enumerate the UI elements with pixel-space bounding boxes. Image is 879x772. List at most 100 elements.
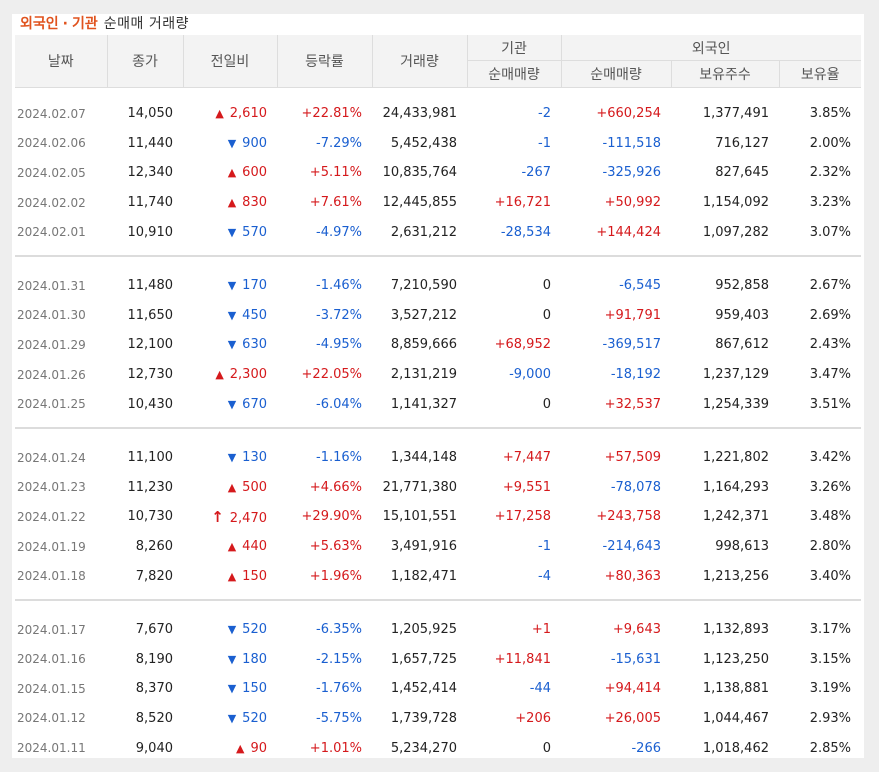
cell-rate: -1.16% xyxy=(316,450,362,466)
cell-change: ▼ 150 xyxy=(183,674,277,704)
arrow-up-icon: ▲ xyxy=(235,741,245,755)
cell-change: ▼ 670 xyxy=(183,389,277,419)
cell-holdings: 1,097,282 xyxy=(702,224,769,240)
change-value: 170 xyxy=(242,278,267,294)
header-rate: 등락률 xyxy=(277,35,373,88)
cell-volume: 7,210,590 xyxy=(390,278,457,294)
change-value: 520 xyxy=(242,622,267,638)
header-institution-net: 순매매량 xyxy=(467,60,562,88)
change-value: 570 xyxy=(242,224,267,240)
table-row: 2024.01.17 7,670 ▼ 520 -6.35% 1,205,925 +1 +9,6… xyxy=(15,615,861,645)
cell-ratio: 3.07% xyxy=(809,224,851,240)
cell-ratio: 2.00% xyxy=(809,135,851,151)
cell-volume: 8,859,666 xyxy=(390,337,457,353)
change-value: 900 xyxy=(242,135,267,151)
change-value: 130 xyxy=(242,450,267,466)
cell-rate: +5.11% xyxy=(309,165,362,181)
table-row: 2024.01.16 8,190 ▼ 180 -2.15% 1,657,725 +11,84… xyxy=(15,645,861,675)
cell-foreign-net: -214,643 xyxy=(602,539,661,555)
cell-date: 2024.01.19 xyxy=(17,539,86,554)
cell-holdings: 827,645 xyxy=(715,165,769,181)
cell-foreign-net: -78,078 xyxy=(610,479,661,495)
cell-institution-net: -4 xyxy=(538,568,551,584)
cell-institution-net: +1 xyxy=(531,622,551,638)
trading-panel: 외국인 · 기관 순매매 거래량 날짜 종가 전일비 등락률 거래량 기관 외국인 순… xyxy=(12,14,864,758)
cell-change: ▼ 630 xyxy=(183,330,277,360)
cell-close: 11,230 xyxy=(127,479,174,495)
cell-holdings: 867,612 xyxy=(715,337,769,353)
cell-close: 9,040 xyxy=(135,740,173,756)
cell-close: 11,650 xyxy=(127,307,174,323)
cell-foreign-net: -15,631 xyxy=(610,651,661,667)
cell-date: 2024.01.16 xyxy=(17,652,86,667)
header-foreign-group: 외국인 xyxy=(561,35,861,61)
cell-foreign-net: +91,791 xyxy=(604,307,661,323)
cell-ratio: 3.15% xyxy=(809,651,851,667)
cell-close: 12,730 xyxy=(127,367,174,383)
arrow-up-icon: ▲ xyxy=(227,540,237,554)
cell-rate: -7.29% xyxy=(316,135,362,151)
cell-rate: -6.04% xyxy=(316,396,362,412)
change-value: 150 xyxy=(242,681,267,697)
cell-institution-net: -9,000 xyxy=(509,367,551,383)
cell-ratio: 2.32% xyxy=(809,165,851,181)
cell-change: ▼ 450 xyxy=(183,301,277,331)
cell-ratio: 3.85% xyxy=(809,106,851,122)
cell-rate: -3.72% xyxy=(316,307,362,323)
cell-volume: 1,141,327 xyxy=(390,396,457,412)
cell-foreign-net: -266 xyxy=(631,740,661,756)
cell-change: ▲ 2,300 xyxy=(183,360,277,390)
cell-date: 2024.01.25 xyxy=(17,397,86,412)
title-foreign: 외국인 xyxy=(20,16,59,32)
cell-volume: 2,131,219 xyxy=(390,367,457,383)
cell-holdings: 1,377,491 xyxy=(702,106,769,122)
cell-close: 14,050 xyxy=(127,106,174,122)
header-change: 전일비 xyxy=(183,35,278,88)
cell-foreign-net: -111,518 xyxy=(602,135,661,151)
cell-holdings: 952,858 xyxy=(715,278,769,294)
header-holdings: 보유주수 xyxy=(671,60,780,88)
cell-holdings: 1,164,293 xyxy=(702,479,769,495)
arrow-down-icon: ▼ xyxy=(227,652,237,666)
cell-institution-net: 0 xyxy=(542,740,551,756)
change-value: 150 xyxy=(242,568,267,584)
header-foreign-net: 순매매량 xyxy=(561,60,672,88)
arrow-up-icon: ▲ xyxy=(227,196,237,210)
cell-volume: 1,657,725 xyxy=(390,651,457,667)
cell-date: 2024.02.02 xyxy=(17,195,86,210)
arrow-up-icon: ▲ xyxy=(227,569,237,583)
cell-foreign-net: +94,414 xyxy=(604,681,661,697)
cell-volume: 1,205,925 xyxy=(390,622,457,638)
cell-date: 2024.01.12 xyxy=(17,711,86,726)
cell-ratio: 3.23% xyxy=(809,195,851,211)
table-row: 2024.01.23 11,230 ▲ 500 +4.66% 21,771,380 +9,5… xyxy=(15,473,861,503)
cell-date: 2024.01.23 xyxy=(17,480,86,495)
trading-table: 날짜 종가 전일비 등락률 거래량 기관 외국인 순매매량 순매매량 보유주수 … xyxy=(15,35,861,763)
cell-date: 2024.01.24 xyxy=(17,450,86,465)
cell-close: 8,520 xyxy=(135,710,173,726)
cell-institution-net: +11,841 xyxy=(494,651,551,667)
cell-holdings: 716,127 xyxy=(715,135,769,151)
cell-volume: 21,771,380 xyxy=(382,479,457,495)
cell-institution-net: 0 xyxy=(542,307,551,323)
cell-holdings: 1,254,339 xyxy=(702,396,769,412)
cell-rate: +1.96% xyxy=(309,568,362,584)
cell-change: ▼ 180 xyxy=(183,645,277,675)
arrow-down-icon: ▼ xyxy=(227,225,237,239)
cell-foreign-net: +9,643 xyxy=(612,622,661,638)
arrow-down-icon: ▼ xyxy=(227,279,237,293)
title-institution: 기관 xyxy=(71,16,98,32)
header-close: 종가 xyxy=(107,35,184,88)
cell-ratio: 2.69% xyxy=(809,307,851,323)
cell-rate: -4.97% xyxy=(316,224,362,240)
cell-holdings: 1,132,893 xyxy=(702,622,769,638)
cell-foreign-net: -6,545 xyxy=(619,278,661,294)
cell-volume: 3,527,212 xyxy=(390,307,457,323)
cell-date: 2024.01.15 xyxy=(17,681,86,696)
cell-foreign-net: +57,509 xyxy=(604,450,661,466)
table-row: 2024.01.22 10,730 ↑ 2,470 +29.90% 15,101,551 +… xyxy=(15,502,861,532)
cell-volume: 1,739,728 xyxy=(390,710,457,726)
change-value: 440 xyxy=(242,539,267,555)
cell-ratio: 3.42% xyxy=(809,450,851,466)
cell-holdings: 1,123,250 xyxy=(702,651,769,667)
